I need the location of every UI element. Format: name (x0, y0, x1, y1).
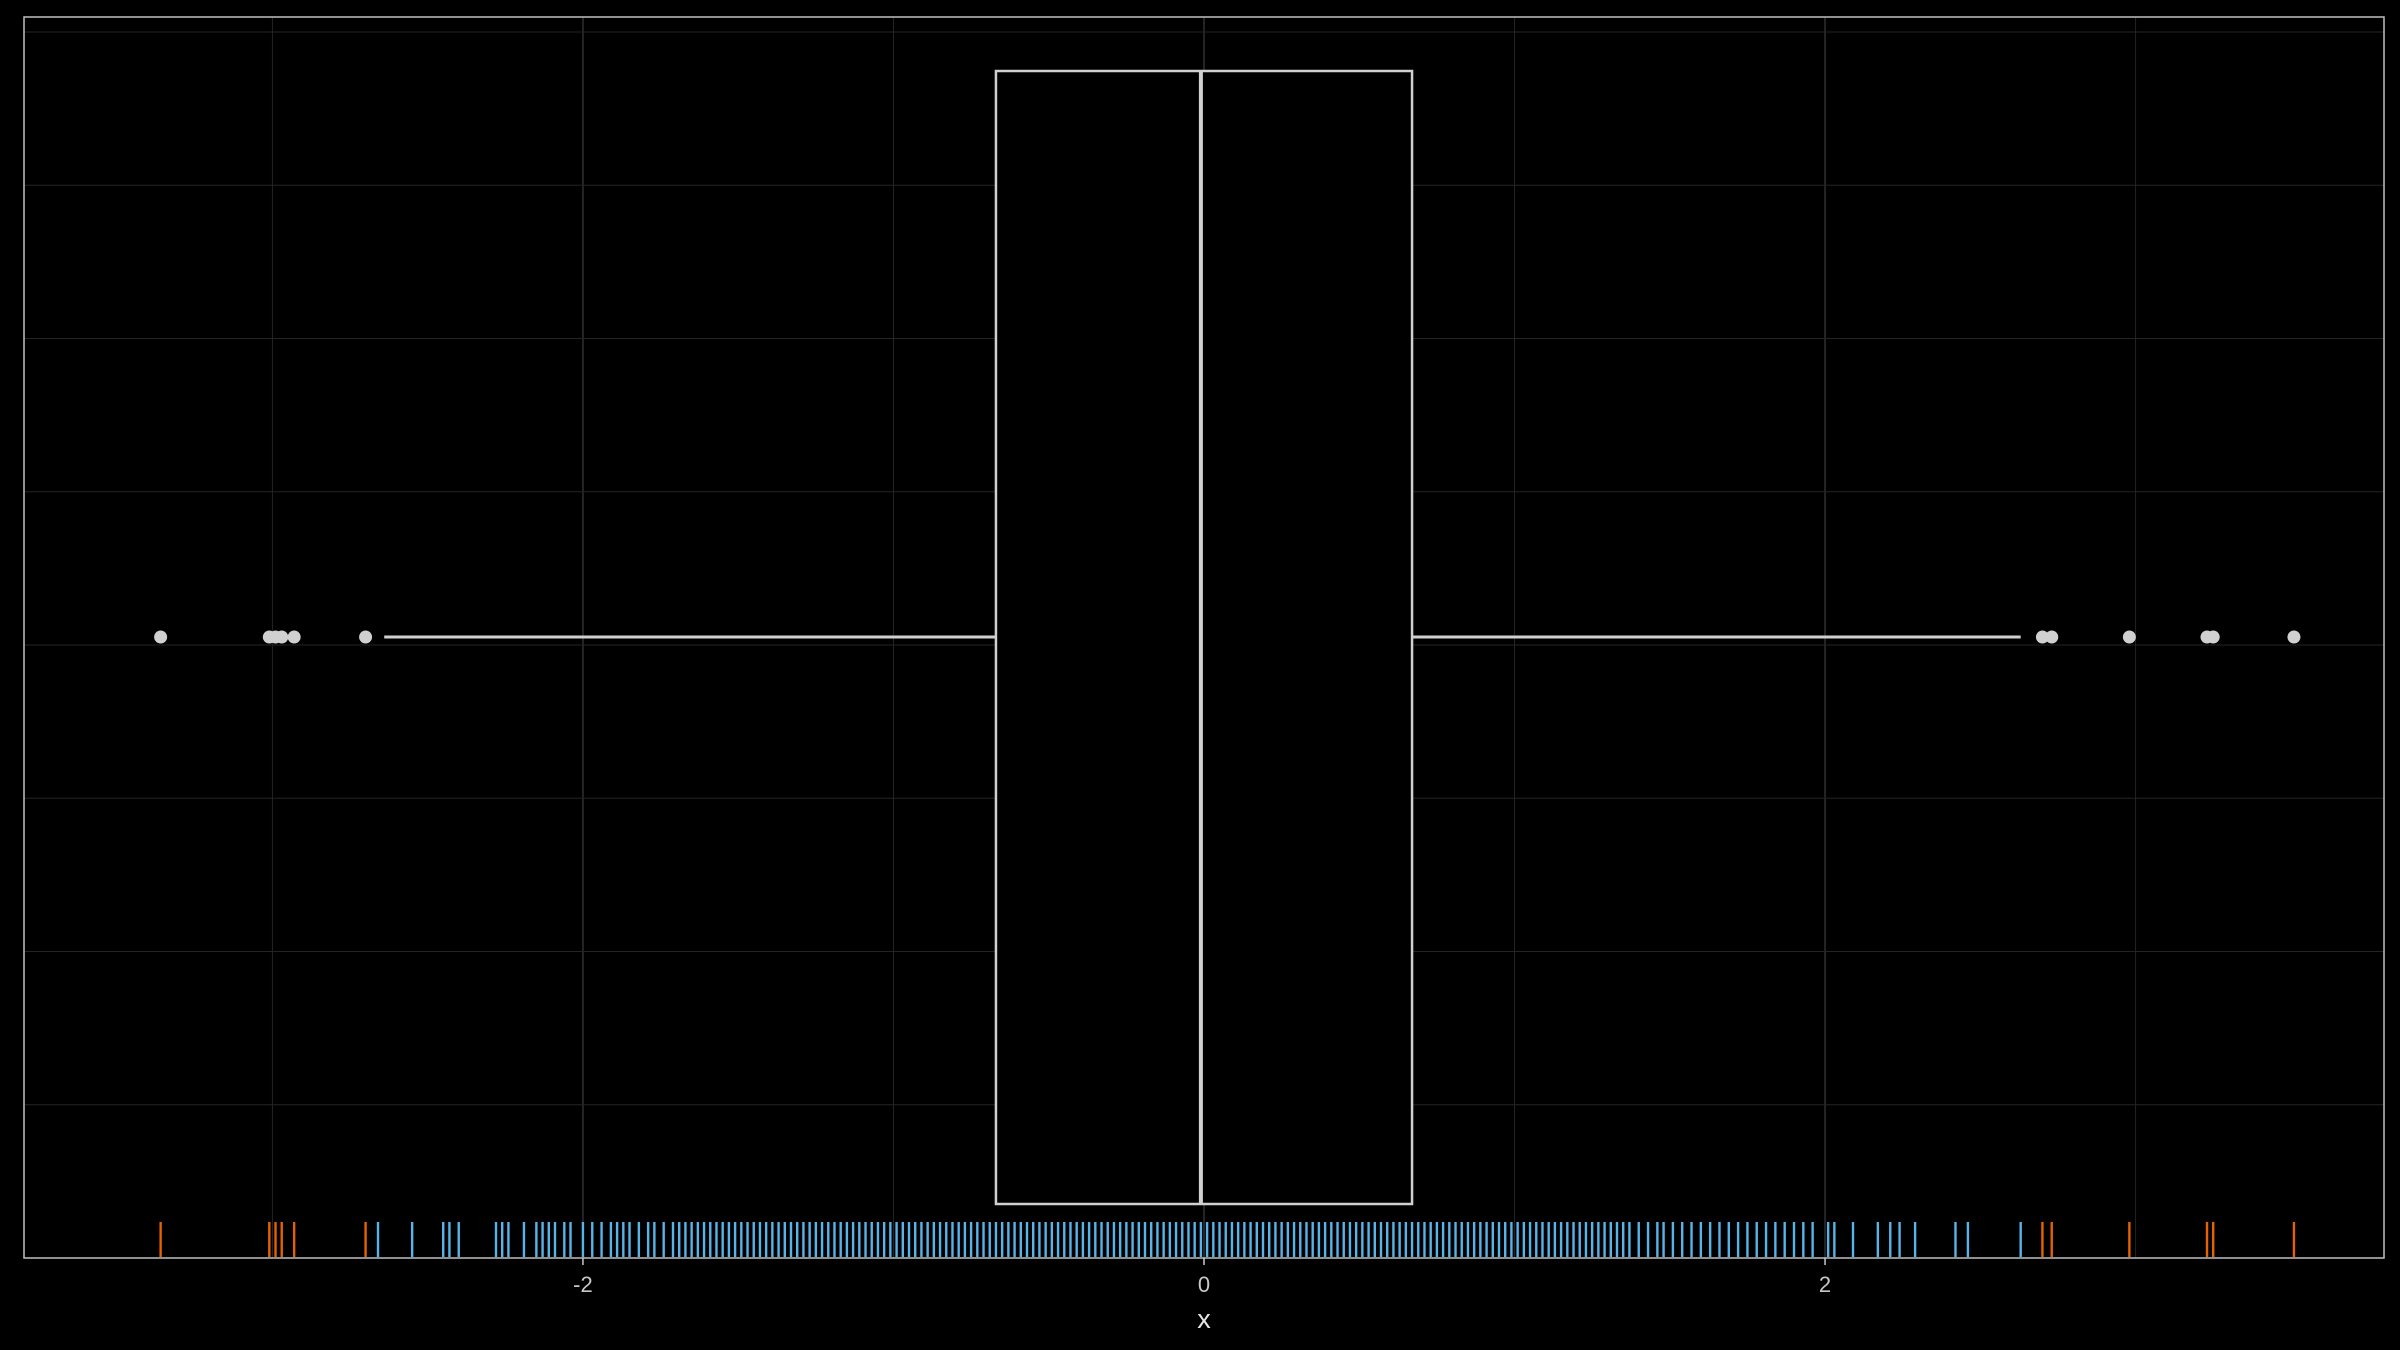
outlier-point (275, 630, 289, 644)
outlier-point (2035, 630, 2049, 644)
outlier-points (154, 630, 2301, 644)
x-tick-label: 0 (1198, 1272, 1210, 1297)
outlier-point (2287, 630, 2301, 644)
outlier-point (359, 630, 373, 644)
box-iqr (994, 69, 1414, 1206)
x-axis-ticks: -2 0 2 (573, 1258, 1831, 1297)
rug-marks (159, 1222, 2296, 1257)
outlier-point (2122, 630, 2136, 644)
outlier-point (154, 630, 168, 644)
outlier-point (287, 630, 301, 644)
box-and-whiskers (384, 69, 2021, 1206)
x-tick-label: 2 (1819, 1272, 1831, 1297)
x-tick-label: -2 (573, 1272, 593, 1297)
outlier-point (2045, 630, 2059, 644)
x-axis-title: x (1197, 1304, 1211, 1334)
outlier-point (2206, 630, 2220, 644)
